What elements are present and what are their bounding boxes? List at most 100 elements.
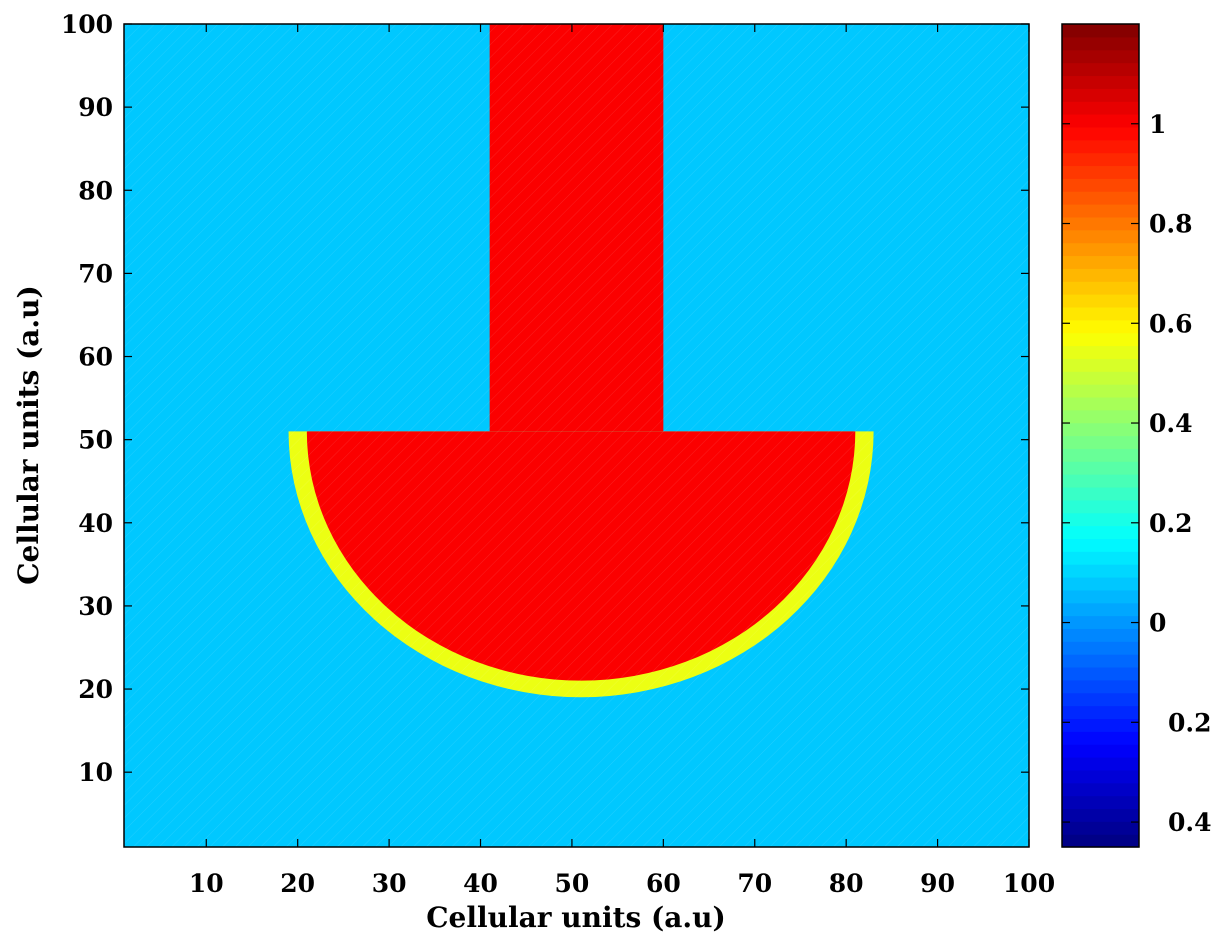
colorbar-swatch bbox=[1062, 551, 1139, 565]
colorbar-swatch bbox=[1062, 448, 1139, 462]
y-tick-label: 60 bbox=[78, 343, 113, 372]
colorbar-tick-label: 0 bbox=[1149, 609, 1166, 638]
y-tick-label: 80 bbox=[78, 176, 113, 205]
colorbar-swatch bbox=[1062, 139, 1139, 154]
plot-area bbox=[123, 23, 1030, 848]
colorbar-swatch bbox=[1062, 191, 1139, 205]
colorbar-swatch bbox=[1062, 512, 1139, 527]
colorbar-swatch bbox=[1062, 564, 1139, 578]
x-tick-label: 100 bbox=[1003, 869, 1055, 898]
x-axis-ticks: 10 20 30 40 50 60 70 80 90 100 bbox=[189, 24, 1055, 898]
colorbar-swatch bbox=[1062, 268, 1139, 282]
colorbar-swatch bbox=[1062, 474, 1139, 488]
y-tick-label: 100 bbox=[61, 10, 113, 39]
colorbar-swatch bbox=[1062, 396, 1139, 411]
colorbar-tick-label: 0.6 bbox=[1149, 309, 1193, 338]
colorbar-swatch bbox=[1062, 641, 1139, 655]
colorbar: 1 0.8 0.6 0.4 0.2 0 0.2 0.4 bbox=[1061, 23, 1212, 848]
colorbar-frame bbox=[1061, 23, 1140, 848]
colorbar-swatch bbox=[1062, 731, 1139, 745]
colorbar-tick-label: 0.4 bbox=[1149, 409, 1193, 438]
colorbar-swatch bbox=[1062, 615, 1139, 629]
colorbar-swatch bbox=[1062, 795, 1139, 810]
colorbar-swatch bbox=[1062, 461, 1139, 475]
x-tick-label: 70 bbox=[737, 869, 772, 898]
colorbar-swatch bbox=[1062, 808, 1139, 822]
y-tick-label: 50 bbox=[78, 426, 113, 455]
colorbar-swatch bbox=[1062, 589, 1139, 604]
colorbar-swatch bbox=[1062, 654, 1139, 668]
colorbar-swatch bbox=[1062, 756, 1139, 771]
colorbar-swatch bbox=[1062, 306, 1139, 321]
colorbar-swatch bbox=[1062, 576, 1139, 591]
colorbar-swatch bbox=[1062, 744, 1139, 758]
colorbar-swatch bbox=[1062, 435, 1139, 449]
colorbar-swatch bbox=[1062, 319, 1139, 334]
colorbar-swatch bbox=[1062, 666, 1139, 681]
colorbar-swatch bbox=[1062, 101, 1139, 115]
colorbar-swatch bbox=[1062, 782, 1139, 797]
colorbar-swatch bbox=[1062, 62, 1139, 77]
y-tick-label: 30 bbox=[78, 592, 113, 621]
colorbar-tick-label: 1 bbox=[1149, 110, 1166, 139]
colorbar-tick-label: 0.4 bbox=[1168, 808, 1212, 837]
colorbar-swatch bbox=[1062, 229, 1139, 244]
x-tick-label: 40 bbox=[463, 869, 498, 898]
colorbar-swatch bbox=[1062, 422, 1139, 437]
colorbar-swatch bbox=[1062, 88, 1139, 102]
colorbar-swatch bbox=[1062, 126, 1139, 141]
colorbar-swatch bbox=[1062, 409, 1139, 424]
x-tick-label: 50 bbox=[555, 869, 590, 898]
colorbar-swatch bbox=[1062, 538, 1139, 552]
x-tick-label: 10 bbox=[189, 869, 224, 898]
colorbar-tick-label: 0.2 bbox=[1149, 509, 1193, 538]
x-axis-label: Cellular units (a.u) bbox=[426, 901, 726, 934]
colorbar-swatch bbox=[1062, 332, 1139, 347]
y-tick-label: 40 bbox=[78, 509, 113, 538]
colorbar-swatch bbox=[1062, 769, 1139, 784]
x-tick-label: 80 bbox=[829, 869, 864, 898]
colorbar-swatch bbox=[1062, 358, 1139, 372]
colorbar-swatch bbox=[1062, 114, 1139, 128]
colorbar-swatch bbox=[1062, 24, 1139, 38]
colorbar-swatch bbox=[1062, 602, 1139, 617]
x-tick-label: 30 bbox=[372, 869, 407, 898]
colorbar-swatch bbox=[1062, 821, 1139, 835]
colorbar-swatch bbox=[1062, 178, 1139, 192]
colorbar-swatch bbox=[1062, 486, 1139, 501]
x-tick-label: 90 bbox=[920, 869, 955, 898]
plot-frame bbox=[123, 23, 1030, 848]
colorbar-swatch bbox=[1062, 75, 1139, 89]
colorbar-swatch bbox=[1062, 204, 1139, 218]
colorbar-tick-label: 0.8 bbox=[1149, 210, 1193, 239]
colorbar-swatch bbox=[1062, 255, 1139, 269]
colorbar-swatch bbox=[1062, 294, 1139, 308]
colorbar-swatch bbox=[1062, 281, 1139, 295]
colorbar-swatch bbox=[1062, 834, 1139, 848]
x-tick-label: 20 bbox=[280, 869, 315, 898]
colorbar-swatch bbox=[1062, 36, 1139, 51]
colorbar-swatch bbox=[1062, 49, 1139, 64]
colorbar-swatch bbox=[1062, 152, 1139, 167]
colorbar-swatch bbox=[1062, 718, 1139, 732]
y-tick-label: 70 bbox=[78, 259, 113, 288]
colorbar-swatch bbox=[1062, 242, 1139, 257]
colorbar-swatch bbox=[1062, 705, 1139, 720]
colorbar-swatch bbox=[1062, 216, 1139, 231]
colorbar-swatch bbox=[1062, 692, 1139, 707]
colorbar-tick-label: 0.2 bbox=[1168, 708, 1212, 737]
y-tick-label: 20 bbox=[78, 675, 113, 704]
y-axis-ticks: 10 20 30 40 50 60 70 80 90 100 bbox=[61, 10, 1029, 787]
colorbar-swatch bbox=[1062, 371, 1139, 385]
colorbar-swatch bbox=[1062, 525, 1139, 539]
colorbar-swatch bbox=[1062, 165, 1139, 179]
colorbar-swatch bbox=[1062, 679, 1139, 694]
colorbar-swatch bbox=[1062, 628, 1139, 642]
colorbar-swatch bbox=[1062, 384, 1139, 398]
y-axis-label: Cellular units (a.u) bbox=[12, 285, 45, 585]
y-tick-label: 10 bbox=[78, 758, 113, 787]
x-tick-label: 60 bbox=[646, 869, 681, 898]
colorbar-swatch bbox=[1062, 345, 1139, 359]
